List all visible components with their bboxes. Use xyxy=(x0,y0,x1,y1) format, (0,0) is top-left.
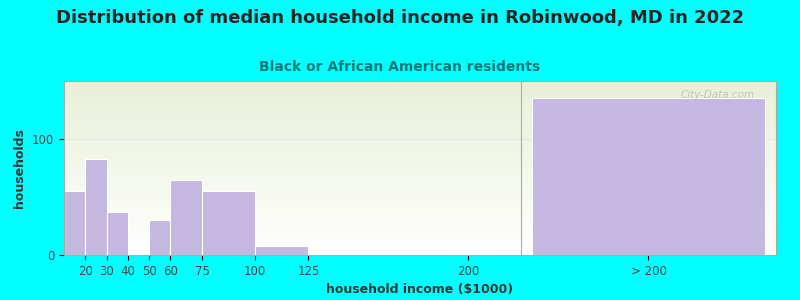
Bar xyxy=(86,159,106,255)
Bar xyxy=(106,212,128,255)
Bar xyxy=(202,191,255,255)
X-axis label: household income ($1000): household income ($1000) xyxy=(326,283,514,296)
Y-axis label: households: households xyxy=(14,128,26,208)
Bar xyxy=(64,191,86,255)
Bar xyxy=(170,180,202,255)
Text: City-Data.com: City-Data.com xyxy=(681,90,754,100)
Bar xyxy=(149,220,170,255)
Bar xyxy=(255,246,309,255)
Text: Distribution of median household income in Robinwood, MD in 2022: Distribution of median household income … xyxy=(56,9,744,27)
Bar xyxy=(531,98,766,255)
Text: Black or African American residents: Black or African American residents xyxy=(259,60,541,74)
